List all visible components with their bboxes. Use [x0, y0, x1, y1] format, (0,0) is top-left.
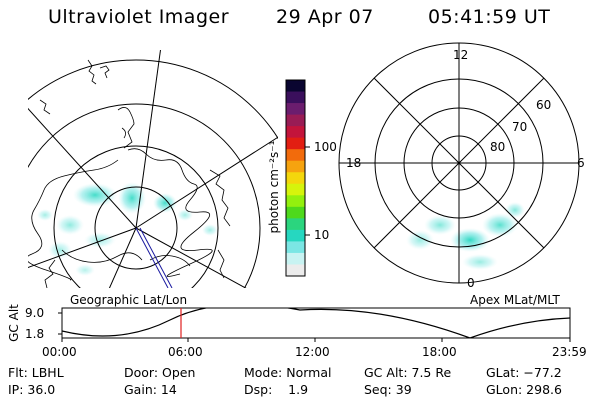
lat-label-70: 70	[512, 120, 528, 134]
info-door: Door: Open	[124, 365, 196, 380]
alt-ytick-1-8: 1.8	[25, 327, 45, 341]
alt-xtick-1200: 12:00	[295, 345, 330, 359]
colorbar-segment	[286, 149, 305, 162]
colorbar-segment	[286, 229, 305, 242]
apex-polar-plot	[338, 42, 580, 284]
colorbar-segment	[286, 206, 305, 219]
colorbar-tick-10: 10	[314, 228, 330, 242]
aurora-emission-geo	[37, 182, 218, 276]
alt-ytick-9: 9.0	[25, 306, 45, 320]
mlt-label-0: 0	[467, 276, 475, 290]
colorbar-segment	[286, 218, 305, 231]
colorbar-segment	[286, 172, 305, 185]
colorbar-segment	[286, 114, 305, 127]
apex-map-label: Apex MLat/MLT	[470, 293, 560, 307]
info-dsp: Dsp: 1.9	[244, 382, 309, 397]
info-glon: GLon: 298.6	[486, 382, 562, 397]
lat-label-60: 60	[536, 98, 552, 112]
info-gain: Gain: 14	[124, 382, 177, 397]
colorbar-frame	[285, 79, 306, 277]
alt-xtick-0600: 06:00	[168, 345, 203, 359]
alt-xtick-2359: 23:59	[552, 345, 587, 359]
image-date: 29 Apr 07	[276, 6, 374, 28]
aurora-emission-apex	[406, 202, 525, 270]
colorbar-segment	[286, 183, 305, 196]
info-glat: GLat: −77.2	[486, 365, 562, 380]
alt-plot-ylabel: GC Alt	[7, 304, 21, 342]
info-gc-alt: GC Alt: 7.5 Re	[364, 365, 452, 380]
info-flt: Flt: LBHL	[8, 365, 64, 380]
colorbar-segment	[286, 195, 305, 208]
colorbar-segment	[286, 160, 305, 173]
info-ip: IP: 36.0	[8, 382, 56, 397]
colorbar-unit-label: photon cm⁻²s⁻¹	[267, 140, 281, 234]
colorbar-tick-100: 100	[314, 140, 337, 154]
info-mode: Mode: Normal	[244, 365, 332, 380]
colorbar-segment	[286, 137, 305, 150]
geographic-map-label: Geographic Lat/Lon	[70, 293, 188, 307]
colorbar	[285, 79, 306, 277]
colorbar-segment	[286, 252, 305, 265]
colorbar-segment	[286, 80, 305, 93]
colorbar-segment	[286, 264, 305, 277]
geographic-map	[28, 50, 278, 288]
image-time: 05:41:59 UT	[428, 6, 551, 28]
altitude-plot	[58, 307, 571, 342]
mlt-label-18: 18	[346, 156, 362, 170]
mlt-label-6: 6	[577, 156, 585, 170]
colorbar-segment	[286, 241, 305, 254]
colorbar-segment	[286, 91, 305, 104]
lat-label-80: 80	[490, 140, 506, 154]
app-title: Ultraviolet Imager	[48, 6, 230, 28]
alt-xtick-0000: 00:00	[42, 345, 77, 359]
info-seq: Seq: 39	[364, 382, 412, 397]
alt-xtick-1800: 18:00	[422, 345, 457, 359]
colorbar-segment	[286, 126, 305, 139]
colorbar-segment	[286, 103, 305, 116]
mlt-label-12: 12	[453, 48, 469, 62]
